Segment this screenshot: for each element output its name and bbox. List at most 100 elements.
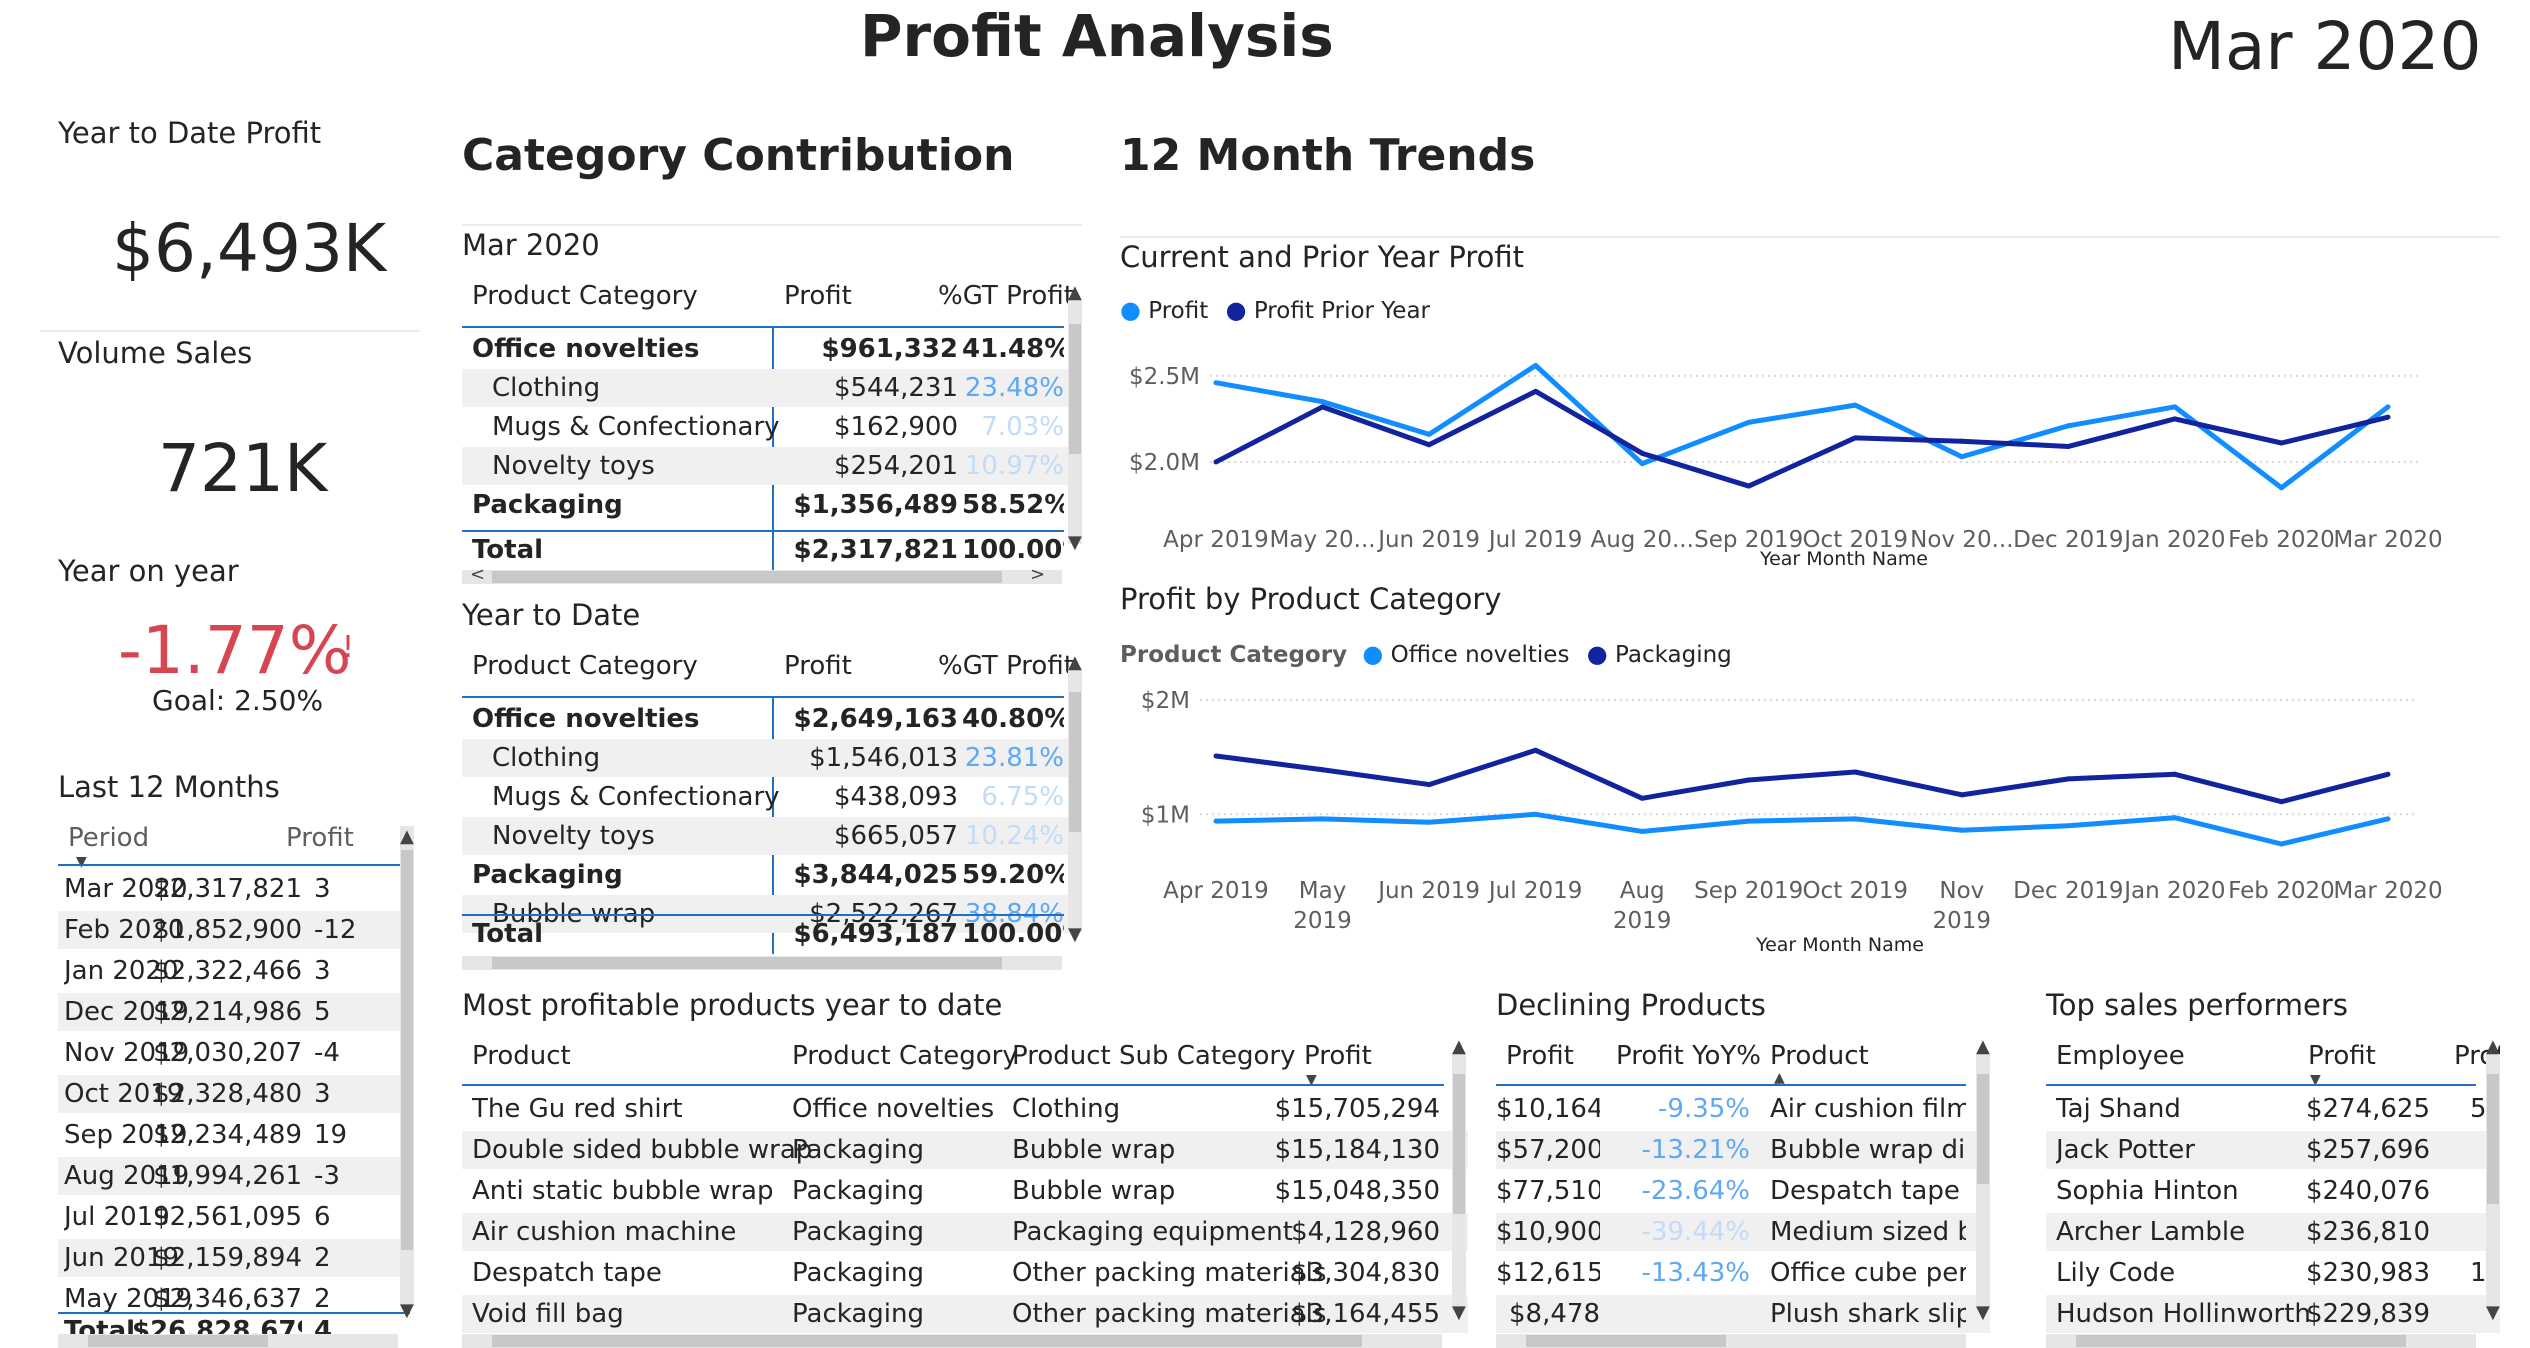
product-row[interactable]: Despatch tape Packaging Other packing mate… [462,1254,1468,1292]
col-header-subcategory[interactable]: Product Sub Category [1012,1041,1296,1071]
col-header-profit[interactable]: Profit [2308,1041,2376,1071]
data-point[interactable] [1959,792,1965,798]
table-row[interactable]: Nov 2019 $2,030,207 -4 [58,1034,410,1072]
series-line-1[interactable] [1214,388,2389,489]
data-point[interactable] [2278,841,2284,847]
col-header-category[interactable]: Product Category [472,651,698,681]
col-header-pct[interactable]: %GT Profit [938,281,1074,311]
category-ytd-table[interactable]: Product Category Profit %GT Profit Offic… [462,640,1082,954]
data-point[interactable] [2172,815,2178,821]
data-point[interactable] [2172,404,2178,410]
declining-table[interactable]: Profit Profit YoY% Product ▲ $10,164 -9.3… [1496,1030,1990,1348]
legend-packaging[interactable]: Packaging [1615,642,1732,668]
category-row[interactable]: Packaging $3,844,025 59.20% [462,856,1082,894]
products-hscroll[interactable] [462,1334,1442,1348]
data-point[interactable] [1639,795,1645,801]
category-month-hscroll[interactable] [462,570,1062,584]
products-table[interactable]: Product Product Category Product Sub Cat… [462,1030,1468,1348]
category-row[interactable]: Office novelties $2,649,163 40.80% [462,700,1082,738]
data-point[interactable] [2065,443,2071,449]
col-header-profit[interactable]: Profit [286,823,354,853]
data-point[interactable] [1959,438,1965,444]
category-row[interactable]: Clothing $1,546,013 23.81% [462,739,1082,777]
category-ytd-hscroll[interactable] [462,956,1062,970]
data-point[interactable] [1426,431,1432,437]
table-row[interactable]: May 2019 $2,346,637 2 [58,1280,410,1318]
data-point[interactable] [2385,816,2391,822]
products-vscroll[interactable] [1452,1054,1466,1310]
data-point[interactable] [1320,399,1326,405]
declining-hscroll[interactable] [1496,1334,1966,1348]
performer-row[interactable]: Hudson Hollinworth $229,839 [2046,1295,2500,1333]
scroll-down-icon[interactable]: ▼ [1068,532,1082,553]
last12-hscroll[interactable] [58,1334,398,1348]
data-point[interactable] [1852,769,1858,775]
last12-table[interactable]: Period Profit ▼ Mar 2020 $2,317,821 3 Feb 2… [58,812,410,1348]
data-point[interactable] [1320,404,1326,410]
data-point[interactable] [1959,827,1965,833]
data-point[interactable] [2385,404,2391,410]
data-point[interactable] [1746,777,1752,783]
col-header-product[interactable]: Product [472,1041,571,1071]
scroll-up-icon[interactable]: ▲ [1068,282,1082,303]
data-point[interactable] [1426,819,1432,825]
product-row[interactable]: The Gu red shirt Office novelties Clothing… [462,1090,1468,1128]
data-point[interactable] [1533,747,1539,753]
performer-row[interactable]: Lily Code $230,983 1 [2046,1254,2500,1292]
data-point[interactable] [1746,818,1752,824]
product-row[interactable]: Void fill bag Packaging Other packing mate… [462,1295,1468,1333]
category-ytd-vscroll[interactable] [1068,668,1082,930]
data-point[interactable] [1533,811,1539,817]
table-row[interactable]: Sep 2019 $2,234,489 19 [58,1116,410,1154]
col-header-pct[interactable]: %GT Profit [938,651,1074,681]
table-row[interactable]: Aug 2019 $1,994,261 -3 [58,1157,410,1195]
table-row[interactable]: Jan 2020 $2,322,466 3 [58,952,410,990]
data-point[interactable] [2385,414,2391,420]
data-point[interactable] [2278,440,2284,446]
table-row[interactable]: Oct 2019 $2,328,480 3 [58,1075,410,1113]
declining-row[interactable]: $10,900 -39.44% Medium sized bubble [1496,1213,1990,1251]
series-line-1[interactable] [1215,747,2389,805]
chart2-legend[interactable]: Product Category ● Office novelties ● Pa… [1120,640,1732,668]
table-row[interactable]: Dec 2019 $2,214,986 5 [58,993,410,1031]
data-point[interactable] [1533,363,1539,368]
category-trend-chart[interactable]: $1M $2M Apr 2019 May 2019 Jun 2019 Jul 2019 Aug… [1110,680,2510,950]
col-header-category[interactable]: Product Category [472,281,698,311]
last12-vscroll[interactable] [400,826,414,1306]
performers-vscroll[interactable] [2486,1054,2500,1310]
data-point[interactable] [1213,753,1219,759]
data-point[interactable] [2278,799,2284,805]
declining-row[interactable]: $10,164 -9.35% Air cushion film [1496,1090,1990,1128]
performers-table[interactable]: Employee Profit ▼ Profit Taj Shand$274,6… [2046,1030,2500,1348]
data-point[interactable] [1533,388,1539,394]
category-row[interactable]: Mugs & Confectionary $162,900 7.03% [462,408,1082,446]
scroll-down-icon[interactable]: ▼ [1068,924,1082,945]
data-point[interactable] [2065,776,2071,782]
data-point[interactable] [1852,816,1858,822]
scroll-left-icon[interactable]: < [470,564,486,585]
data-point[interactable] [1746,483,1752,489]
declining-row[interactable]: $57,200 -13.21% Bubble wrap dispenser [1496,1131,1990,1169]
category-month-vscroll[interactable] [1068,300,1082,544]
table-row[interactable]: Feb 2020 $1,852,900 -12 [58,911,410,949]
legend-prior[interactable]: Profit Prior Year [1253,298,1430,324]
performers-hscroll[interactable] [2046,1334,2476,1348]
scroll-up-icon[interactable]: ▲ [1068,652,1082,673]
data-point[interactable] [1852,435,1858,441]
data-point[interactable] [1639,461,1645,467]
declining-vscroll[interactable] [1976,1054,1990,1310]
data-point[interactable] [1746,419,1752,425]
col-header-profit[interactable]: Profit [1506,1041,1574,1071]
performer-row[interactable]: Jack Potter $257,696 [2046,1131,2500,1169]
chart1-legend[interactable]: ● Profit ● Profit Prior Year [1120,296,1430,324]
product-row[interactable]: Double sided bubble wrap Packaging Bubble … [462,1131,1468,1169]
col-header-period[interactable]: Period [68,823,150,853]
scroll-down-icon[interactable]: ▼ [2486,1302,2500,1323]
data-point[interactable] [1426,782,1432,788]
data-point[interactable] [1852,402,1858,408]
col-header-profit[interactable]: Profit [784,651,852,681]
data-point[interactable] [1320,816,1326,822]
declining-row[interactable]: $8,478 Plush shark slippers [1496,1295,1990,1333]
scroll-up-icon[interactable]: ▲ [400,826,414,847]
category-row[interactable]: Clothing $544,231 23.48% [462,369,1082,407]
